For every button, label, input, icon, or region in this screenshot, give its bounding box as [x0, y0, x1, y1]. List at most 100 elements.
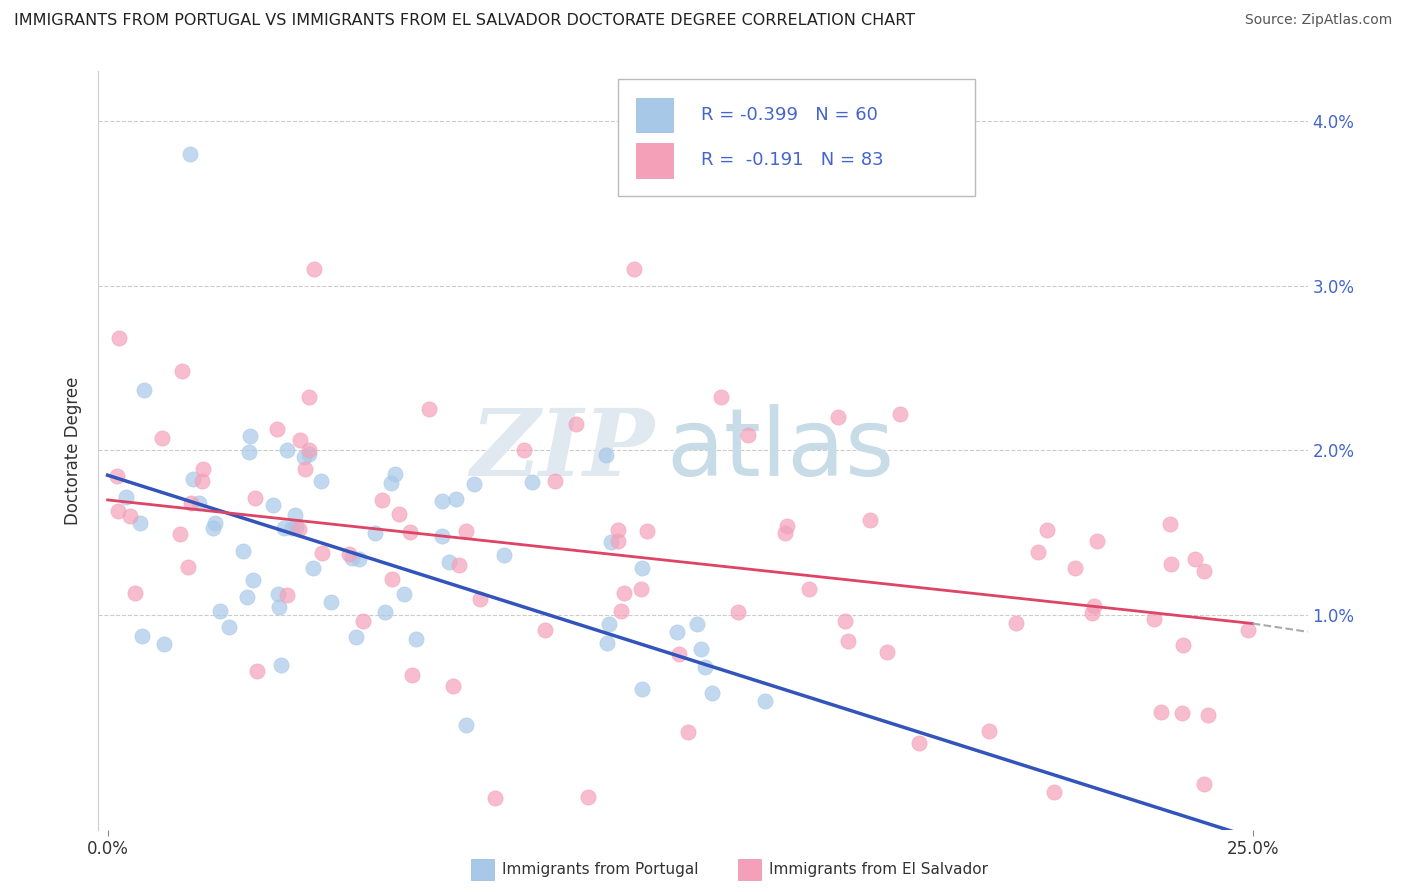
- Bar: [637, 98, 673, 132]
- Point: [607, 523, 630, 537]
- Point: [267, 587, 290, 601]
- Point: [1197, 707, 1219, 722]
- Point: [124, 586, 146, 600]
- Point: [773, 525, 796, 540]
- Point: [693, 660, 716, 674]
- Point: [181, 472, 204, 486]
- Point: [193, 462, 215, 476]
- Point: [108, 331, 131, 345]
- Point: [676, 725, 699, 739]
- Point: [284, 520, 307, 534]
- Point: [239, 428, 262, 442]
- Point: [176, 559, 198, 574]
- Point: [201, 520, 224, 534]
- Point: [374, 605, 396, 619]
- Text: R = -0.399   N = 60: R = -0.399 N = 60: [700, 105, 877, 124]
- Point: [399, 525, 422, 540]
- Point: [776, 518, 799, 533]
- Point: [595, 448, 617, 462]
- Point: [623, 262, 645, 277]
- Point: [232, 544, 254, 558]
- Point: [392, 587, 415, 601]
- Point: [520, 475, 543, 490]
- Point: [284, 508, 307, 522]
- Point: [418, 401, 440, 416]
- Point: [1036, 523, 1059, 537]
- Point: [276, 443, 298, 458]
- Point: [298, 390, 321, 404]
- Point: [170, 364, 193, 378]
- Y-axis label: Doctorate Degree: Doctorate Degree: [65, 376, 83, 524]
- Point: [430, 494, 453, 508]
- Point: [631, 681, 654, 696]
- Point: [889, 407, 911, 421]
- Point: [169, 526, 191, 541]
- Point: [321, 595, 343, 609]
- Point: [352, 614, 374, 628]
- Point: [797, 582, 820, 596]
- Text: Immigrants from El Salvador: Immigrants from El Salvador: [769, 863, 988, 877]
- Point: [666, 625, 689, 640]
- Point: [630, 561, 652, 575]
- Point: [484, 791, 506, 805]
- Point: [132, 383, 155, 397]
- Point: [208, 604, 231, 618]
- Point: [153, 636, 176, 650]
- Point: [636, 524, 658, 539]
- Text: ZIP: ZIP: [471, 406, 655, 495]
- Point: [179, 146, 201, 161]
- Point: [754, 694, 776, 708]
- Point: [180, 496, 202, 510]
- Point: [979, 723, 1001, 738]
- Point: [273, 521, 295, 535]
- Point: [311, 546, 333, 560]
- Point: [449, 558, 471, 572]
- Point: [188, 496, 211, 510]
- Point: [544, 474, 567, 488]
- Point: [456, 524, 478, 539]
- Point: [288, 433, 311, 447]
- Point: [1081, 607, 1104, 621]
- Point: [311, 474, 333, 488]
- Point: [599, 535, 621, 549]
- Point: [727, 605, 749, 619]
- Point: [1150, 706, 1173, 720]
- Point: [700, 685, 723, 699]
- Point: [468, 592, 491, 607]
- Point: [908, 736, 931, 750]
- Point: [340, 551, 363, 566]
- Point: [613, 586, 636, 600]
- Point: [1043, 785, 1066, 799]
- Point: [288, 522, 311, 536]
- Point: [190, 475, 212, 489]
- Point: [1028, 545, 1050, 559]
- Point: [439, 555, 461, 569]
- Point: [364, 525, 387, 540]
- Point: [301, 561, 323, 575]
- Point: [576, 790, 599, 805]
- FancyBboxPatch shape: [619, 79, 976, 196]
- Point: [686, 616, 709, 631]
- Point: [630, 582, 652, 596]
- Bar: [637, 144, 673, 178]
- Point: [876, 644, 898, 658]
- Point: [1159, 516, 1181, 531]
- Point: [337, 547, 360, 561]
- Point: [1143, 612, 1166, 626]
- Point: [1085, 534, 1108, 549]
- Point: [204, 516, 226, 530]
- Point: [266, 422, 288, 436]
- Point: [668, 647, 690, 661]
- Point: [294, 462, 316, 476]
- Text: Immigrants from Portugal: Immigrants from Portugal: [502, 863, 699, 877]
- Point: [238, 445, 260, 459]
- Point: [690, 642, 713, 657]
- Point: [1160, 557, 1182, 571]
- Point: [276, 588, 298, 602]
- Point: [564, 417, 586, 431]
- Point: [1192, 564, 1215, 578]
- Point: [349, 552, 371, 566]
- Point: [107, 504, 129, 518]
- Point: [837, 634, 859, 648]
- Text: IMMIGRANTS FROM PORTUGAL VS IMMIGRANTS FROM EL SALVADOR DOCTORATE DEGREE CORRELA: IMMIGRANTS FROM PORTUGAL VS IMMIGRANTS F…: [14, 13, 915, 29]
